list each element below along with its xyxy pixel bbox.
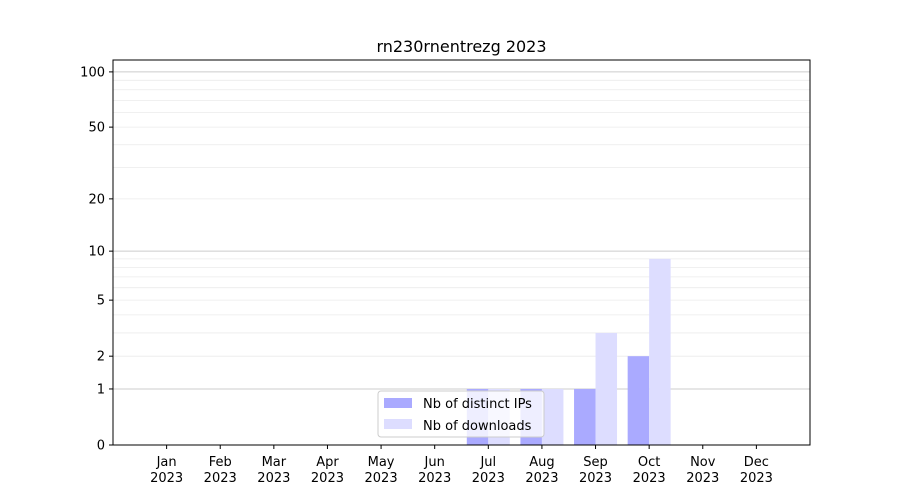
y-tick-label: 0 <box>97 439 105 454</box>
legend-box <box>377 390 545 438</box>
y-tick-label: 2 <box>97 350 105 365</box>
x-tick-label: Aug 2023 <box>525 455 558 486</box>
bar-downloads <box>541 388 564 445</box>
x-axis: Jan 2023 Feb 2023 Mar 2023 Apr 2023 May 2023 Jun 20… <box>150 445 773 486</box>
legend-label-ips: Nb of distinct IPs <box>423 397 532 412</box>
x-tick-label: Oct 2023 <box>633 455 666 486</box>
y-axis: 0 1 2 5 10 20 50 100 <box>80 65 113 454</box>
y-tick-label: 100 <box>80 65 105 80</box>
bar-distinct-ips <box>574 388 596 445</box>
plot-frame <box>112 59 811 446</box>
x-tick-label: Jun 2023 <box>418 455 451 486</box>
x-tick-label: Nov 2023 <box>686 455 719 486</box>
x-tick-label: Mar 2023 <box>257 455 290 486</box>
x-tick-label: Jan 2023 <box>150 455 183 486</box>
x-tick-label: Jul 2023 <box>472 455 505 486</box>
legend-label-downloads: Nb of downloads <box>423 419 532 434</box>
y-tick-label: 5 <box>97 294 105 309</box>
chart-title: rn230rnentrezg 2023 <box>376 37 546 56</box>
legend-swatch-downloads <box>384 419 412 429</box>
grid <box>113 71 810 390</box>
bar-distinct-ips <box>627 356 650 445</box>
x-tick-label: May 2023 <box>365 455 398 486</box>
y-tick-label: 50 <box>88 121 105 136</box>
bar-downloads <box>595 332 618 445</box>
legend: Nb of distinct IPs Nb of downloads <box>377 390 545 438</box>
bar-downloads <box>649 258 671 445</box>
x-tick-label: Sep 2023 <box>579 455 612 486</box>
y-tick-label: 1 <box>97 382 105 397</box>
x-tick-label: Dec 2023 <box>740 455 773 486</box>
x-tick-label: Feb 2023 <box>204 455 237 486</box>
y-tick-label: 20 <box>88 192 105 207</box>
x-tick-label: Apr 2023 <box>311 455 344 486</box>
y-tick-label: 10 <box>88 245 105 260</box>
legend-swatch-ips <box>384 398 412 408</box>
